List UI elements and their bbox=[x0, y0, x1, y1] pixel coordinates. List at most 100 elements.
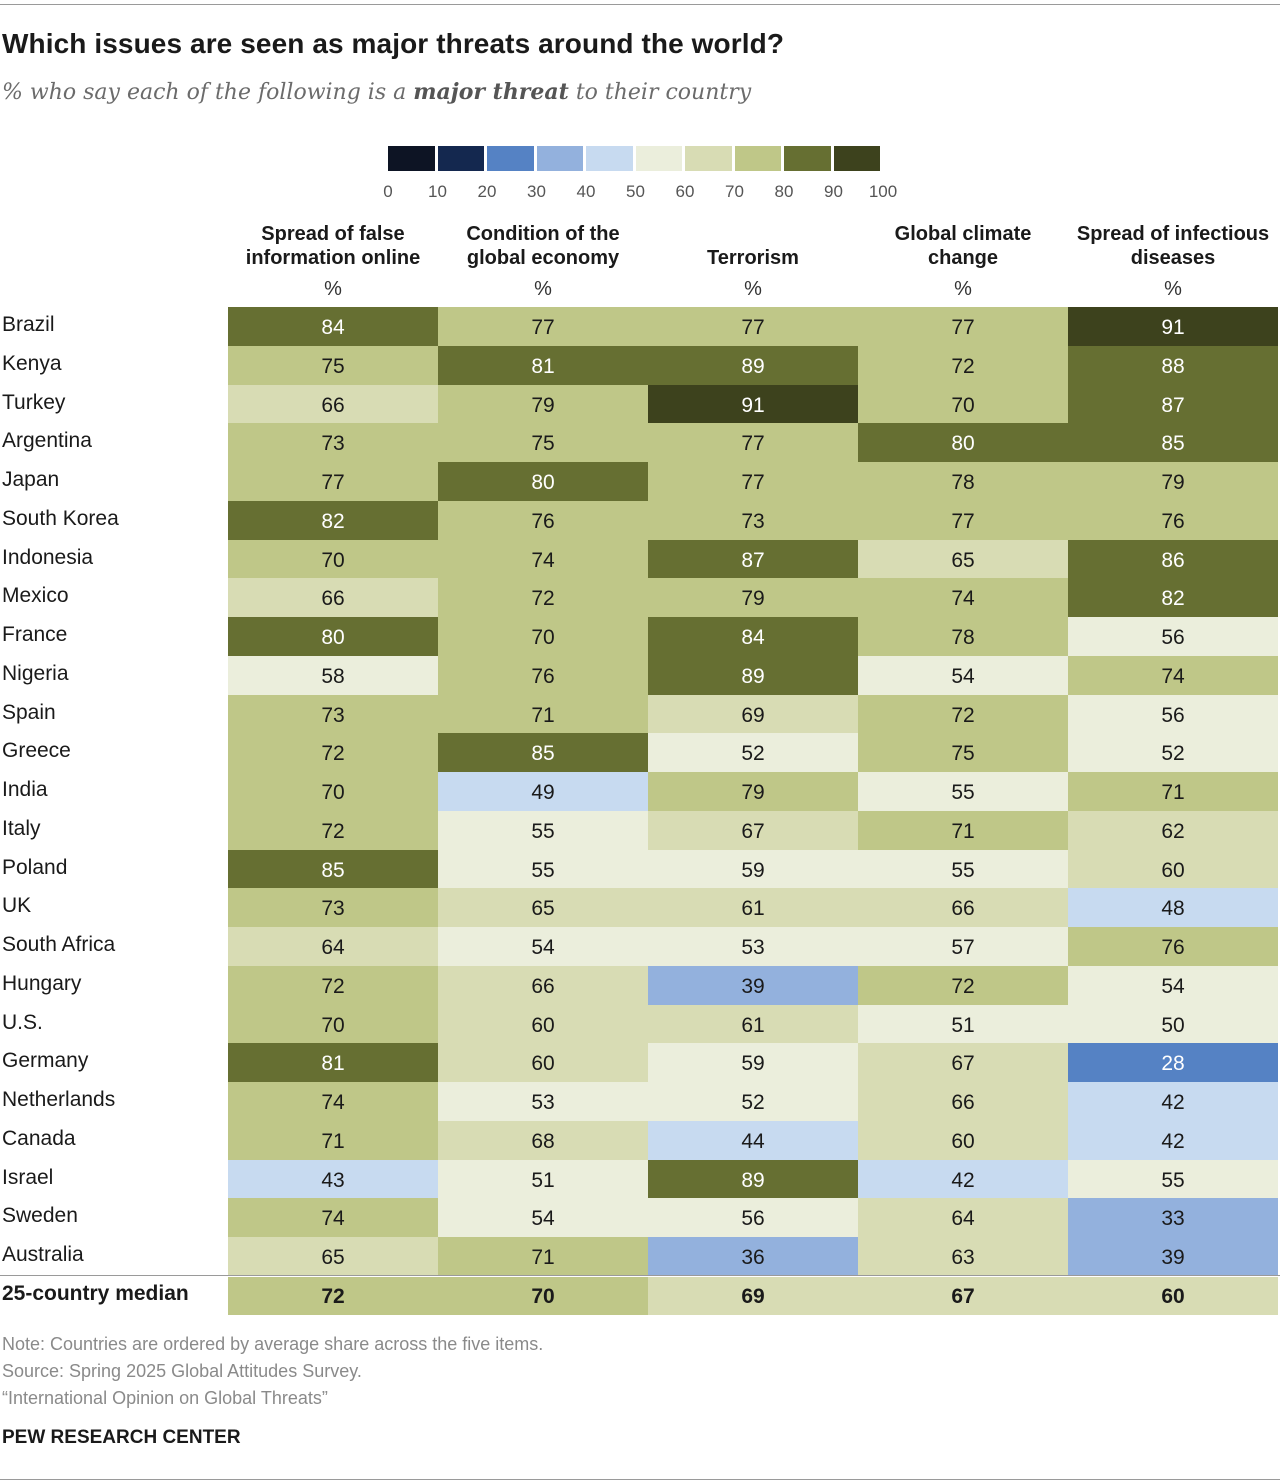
heatmap-cell: 80 bbox=[438, 462, 648, 501]
heatmap-cell: 65 bbox=[858, 539, 1068, 579]
heatmap-cell: 67 bbox=[858, 1043, 1068, 1082]
column-unit: % bbox=[954, 278, 972, 300]
heatmap-cell: 52 bbox=[648, 1082, 858, 1121]
heatmap-cell: 74 bbox=[228, 1082, 438, 1121]
heatmap-cell: 66 bbox=[228, 384, 438, 424]
heatmap-cell: 65 bbox=[438, 888, 648, 927]
table-row: Hungary 72 66 39 72 54 bbox=[0, 965, 1280, 1005]
heatmap-cell: 54 bbox=[1068, 965, 1278, 1005]
heatmap-cell: 53 bbox=[648, 927, 858, 966]
heatmap-cell: 84 bbox=[648, 617, 858, 656]
heatmap-cell: 54 bbox=[438, 927, 648, 966]
median-cell: 72 bbox=[228, 1277, 438, 1315]
heatmap-cell: 72 bbox=[438, 578, 648, 617]
table-row: France 80 70 84 78 56 bbox=[0, 617, 1280, 656]
table-row: Mexico 66 72 79 74 82 bbox=[0, 578, 1280, 617]
heatmap-cell: 28 bbox=[1068, 1043, 1278, 1082]
table-row: Kenya 75 81 89 72 88 bbox=[0, 345, 1280, 385]
heatmap-cell: 72 bbox=[228, 733, 438, 772]
legend-tick: 80 bbox=[774, 182, 794, 201]
column-header: Global climate change bbox=[894, 223, 1032, 269]
table-row: Nigeria 58 76 89 54 74 bbox=[0, 655, 1280, 695]
legend-tick: 0 bbox=[383, 182, 393, 201]
column-header: Spread of infectious diseases bbox=[1076, 223, 1270, 269]
heatmap-cell: 73 bbox=[648, 500, 858, 540]
heatmap-cell: 58 bbox=[228, 655, 438, 695]
heatmap-cell: 56 bbox=[648, 1198, 858, 1237]
legend-swatch bbox=[536, 146, 583, 171]
heatmap-cell: 75 bbox=[438, 423, 648, 462]
heatmap-cell: 75 bbox=[228, 345, 438, 385]
median-separator bbox=[0, 1275, 1280, 1276]
legend-swatch bbox=[734, 146, 781, 171]
heatmap-cell: 52 bbox=[1068, 733, 1278, 772]
heatmap-cell: 39 bbox=[648, 965, 858, 1005]
heatmap-cell: 85 bbox=[1068, 423, 1278, 462]
heatmap-cell: 57 bbox=[858, 927, 1068, 966]
subtitle-part: to their country bbox=[568, 80, 752, 105]
country-label: Poland bbox=[2, 855, 68, 879]
legend-tick: 70 bbox=[725, 182, 744, 201]
table-row: Germany 81 60 59 67 28 bbox=[0, 1043, 1280, 1082]
heatmap-cell: 82 bbox=[228, 500, 438, 540]
heatmap-cell: 79 bbox=[438, 384, 648, 424]
heatmap-cell: 51 bbox=[858, 1004, 1068, 1044]
heatmap-cell: 33 bbox=[1068, 1198, 1278, 1237]
heatmap-cell: 44 bbox=[648, 1120, 858, 1160]
country-label: Israel bbox=[2, 1165, 54, 1189]
country-label: U.S. bbox=[2, 1010, 43, 1034]
table-row: Canada 71 68 44 60 42 bbox=[0, 1120, 1280, 1160]
heatmap-cell: 77 bbox=[228, 462, 438, 501]
legend-tick: 40 bbox=[576, 182, 596, 201]
heatmap-cell: 87 bbox=[1068, 384, 1278, 424]
color-legend: 0 10 20 30 40 50 60 70 80 90 100 bbox=[383, 146, 897, 208]
legend-tick: 20 bbox=[477, 182, 497, 201]
country-label: Sweden bbox=[2, 1204, 78, 1228]
top-rule bbox=[0, 4, 1280, 5]
heatmap-cell: 74 bbox=[858, 578, 1068, 617]
heatmap-cell: 77 bbox=[858, 307, 1068, 346]
country-label: India bbox=[2, 778, 48, 801]
heatmap-cell: 59 bbox=[648, 1043, 858, 1082]
country-label: Hungary bbox=[2, 971, 82, 995]
heatmap-cell: 91 bbox=[648, 384, 858, 424]
heatmap-cell: 71 bbox=[1068, 772, 1278, 811]
country-label: Australia bbox=[2, 1243, 84, 1266]
heatmap-cell: 49 bbox=[438, 772, 648, 811]
heatmap-cell: 42 bbox=[1068, 1120, 1278, 1160]
heatmap-cell: 82 bbox=[1068, 578, 1278, 617]
heatmap-cell: 61 bbox=[648, 1004, 858, 1044]
table-row: South Korea 82 76 73 77 76 bbox=[0, 500, 1280, 540]
heatmap-cell: 70 bbox=[228, 1004, 438, 1044]
country-label: Indonesia bbox=[2, 545, 94, 569]
heatmap-cell: 68 bbox=[438, 1120, 648, 1160]
heatmap-cell: 81 bbox=[438, 345, 648, 385]
column-unit: % bbox=[324, 278, 342, 300]
column-unit: % bbox=[744, 278, 762, 300]
heatmap-cell: 76 bbox=[438, 500, 648, 540]
heatmap-cell: 70 bbox=[228, 772, 438, 811]
column-unit: % bbox=[1164, 278, 1182, 300]
heatmap-cell: 71 bbox=[438, 694, 648, 734]
heatmap-cell: 39 bbox=[1068, 1237, 1278, 1276]
heatmap-cell: 54 bbox=[438, 1198, 648, 1237]
table-row: Turkey 66 79 91 70 87 bbox=[0, 384, 1280, 424]
legend-tick: 100 bbox=[868, 182, 898, 201]
median-cell: 70 bbox=[438, 1277, 648, 1315]
heatmap-cell: 36 bbox=[648, 1237, 858, 1276]
heatmap-cell: 52 bbox=[648, 733, 858, 772]
column-header: Spread of false information online bbox=[245, 223, 421, 269]
heatmap-cell: 77 bbox=[858, 500, 1068, 540]
country-label: Turkey bbox=[2, 390, 66, 414]
heatmap-cell: 61 bbox=[648, 888, 858, 927]
column-header: Condition of the global economy bbox=[466, 223, 620, 269]
heatmap-cell: 73 bbox=[228, 888, 438, 927]
median-cell: 60 bbox=[1068, 1277, 1278, 1315]
heatmap-cell: 80 bbox=[858, 423, 1068, 462]
legend-tick: 60 bbox=[675, 182, 695, 201]
heatmap-cell: 75 bbox=[858, 733, 1068, 772]
legend-swatch bbox=[685, 146, 732, 171]
country-label: France bbox=[2, 623, 68, 646]
country-label: Japan bbox=[2, 468, 60, 491]
bottom-rule bbox=[0, 1479, 1280, 1480]
